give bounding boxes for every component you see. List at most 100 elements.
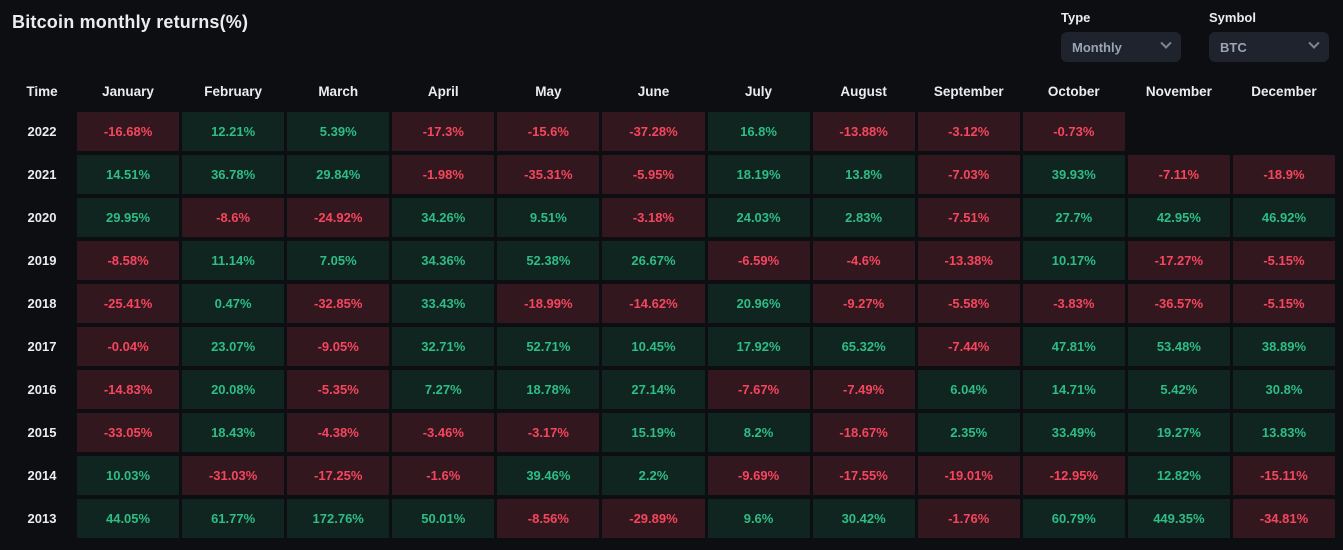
return-cell: -5.95% [602,155,705,194]
return-cell: -13.38% [917,241,1020,280]
return-cell: 2.83% [812,198,915,237]
returns-table: Time January February March April May June July… [0,66,1343,546]
return-cell: 14.51% [77,155,180,194]
return-cell: 33.49% [1022,413,1125,452]
symbol-select-value: BTC [1220,39,1247,55]
return-cell: -35.31% [497,155,600,194]
symbol-control: Symbol BTC [1209,10,1329,62]
symbol-label: Symbol [1209,10,1256,25]
return-cell: 18.78% [497,370,600,409]
return-cell: 2.35% [917,413,1020,452]
type-select[interactable]: Monthly [1061,32,1181,62]
return-cell: 36.78% [182,155,285,194]
return-cell: 27.14% [602,370,705,409]
return-cell: -18.9% [1232,155,1335,194]
return-cell: 12.82% [1127,456,1230,495]
return-cell: 18.43% [182,413,285,452]
return-cell: 30.42% [812,499,915,538]
return-cell: -37.28% [602,112,705,151]
column-header-month: November [1145,83,1212,99]
column-header-time: Time [26,83,58,99]
return-cell: 10.03% [77,456,180,495]
return-cell: 18.19% [707,155,810,194]
return-cell: 53.48% [1127,327,1230,366]
return-cell: 9.6% [707,499,810,538]
return-cell: 11.14% [182,241,285,280]
return-cell: 30.8% [1232,370,1335,409]
return-cell: 2.2% [602,456,705,495]
return-cell: -7.11% [1127,155,1230,194]
return-cell: 42.95% [1127,198,1230,237]
return-cell: 39.93% [1022,155,1125,194]
return-cell: -17.3% [392,112,495,151]
chevron-down-icon [1308,37,1320,49]
return-cell: 13.8% [812,155,915,194]
return-cell: -31.03% [182,456,285,495]
return-cell: -8.6% [182,198,285,237]
return-cell: -18.67% [812,413,915,452]
return-cell: 14.71% [1022,370,1125,409]
return-cell: 32.71% [392,327,495,366]
return-cell: -19.01% [917,456,1020,495]
return-cell: -7.03% [917,155,1020,194]
return-cell: 47.81% [1022,327,1125,366]
return-cell: -9.69% [707,456,810,495]
return-cell: -24.92% [287,198,390,237]
return-cell: 5.42% [1127,370,1230,409]
type-control: Type Monthly [1061,10,1181,62]
return-cell: 34.26% [392,198,495,237]
return-cell: -8.58% [77,241,180,280]
row-header-year: 2013 [27,511,57,526]
return-cell: 5.39% [287,112,390,151]
row-header-year: 2020 [27,210,57,225]
symbol-select[interactable]: BTC [1209,32,1329,62]
return-cell: -0.73% [1022,112,1125,151]
return-cell: -7.51% [917,198,1020,237]
return-cell: -14.83% [77,370,180,409]
return-cell: -15.11% [1232,456,1335,495]
return-cell: -8.56% [497,499,600,538]
return-cell: 34.36% [392,241,495,280]
return-cell: 19.27% [1127,413,1230,452]
return-cell: 23.07% [182,327,285,366]
return-cell: -17.25% [287,456,390,495]
type-select-value: Monthly [1072,39,1122,55]
return-cell: -1.76% [917,499,1020,538]
return-cell: 20.08% [182,370,285,409]
return-cell: -9.05% [287,327,390,366]
column-header-month: February [204,83,262,99]
row-header-year: 2019 [27,253,57,268]
return-cell: 60.79% [1022,499,1125,538]
return-cell: -4.38% [287,413,390,452]
return-cell: 0.47% [182,284,285,323]
returns-grid: Time January February March April May June July… [10,74,1335,538]
return-cell: 12.21% [182,112,285,151]
return-cell: -9.27% [812,284,915,323]
return-cell: -13.88% [812,112,915,151]
return-cell: -25.41% [77,284,180,323]
return-cell: 29.95% [77,198,180,237]
return-cell: -32.85% [287,284,390,323]
return-cell: 16.8% [707,112,810,151]
return-cell: -18.99% [497,284,600,323]
return-cell: 7.27% [392,370,495,409]
return-cell: 15.19% [602,413,705,452]
return-cell: -3.12% [917,112,1020,151]
top-bar: Bitcoin monthly returns(%) Type Monthly … [0,0,1343,66]
return-cell: -14.62% [602,284,705,323]
row-header-year: 2014 [27,468,57,483]
page-title: Bitcoin monthly returns(%) [12,12,249,32]
return-cell: 44.05% [77,499,180,538]
return-cell: -29.89% [602,499,705,538]
column-header-month: August [840,83,887,99]
return-cell: 449.35% [1127,499,1230,538]
return-cell: -7.44% [917,327,1020,366]
return-cell: -34.81% [1232,499,1335,538]
return-cell: 38.89% [1232,327,1335,366]
return-cell: -5.35% [287,370,390,409]
return-cell: -3.17% [497,413,600,452]
chevron-down-icon [1160,37,1172,49]
return-cell: 61.77% [182,499,285,538]
return-cell: 7.05% [287,241,390,280]
return-cell: -3.83% [1022,284,1125,323]
